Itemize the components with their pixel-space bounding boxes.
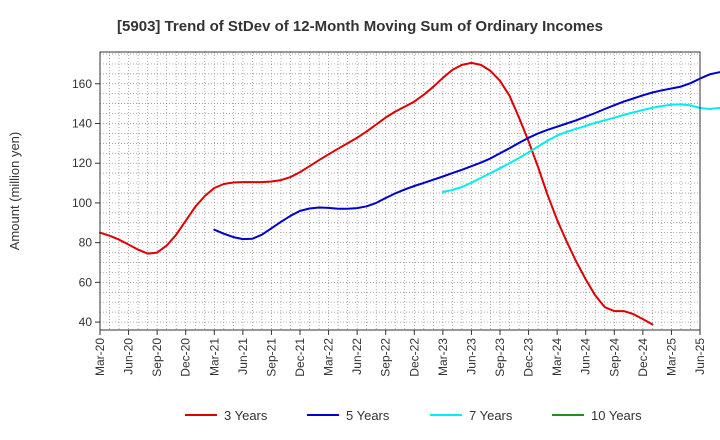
x-tick-label: Mar-21: [207, 338, 221, 376]
y-tick-label: 40: [79, 315, 93, 329]
plot-frame: [99, 51, 701, 331]
series-lines: [99, 61, 720, 326]
x-tick-label: Sep-23: [493, 338, 507, 377]
grid-lines: [99, 52, 701, 330]
legend-label-7-years: 7 Years: [469, 408, 513, 423]
y-axis-label: Amount (million yen): [7, 132, 22, 251]
x-tick-label: Dec-21: [293, 338, 307, 377]
x-tick-label: Mar-23: [436, 338, 450, 376]
x-tick-label: Mar-20: [93, 338, 107, 376]
legend-label-10-years: 10 Years: [591, 408, 642, 423]
x-tick-label: Mar-22: [322, 338, 336, 376]
legend-label-5-years: 5 Years: [346, 408, 390, 423]
x-tick-label: Mar-24: [550, 338, 564, 376]
x-tick-label: Jun-22: [350, 338, 364, 375]
legend: 3 Years 5 Years 7 Years 10 Years: [185, 408, 642, 423]
x-tick-label: Jun-23: [464, 338, 478, 375]
x-tick-label: Jun-21: [236, 338, 250, 375]
x-tick-label: Dec-20: [179, 338, 193, 377]
y-tick-label: 60: [79, 275, 93, 289]
x-tick-label: Sep-24: [607, 338, 621, 377]
series-line-7-years: [441, 103, 720, 193]
x-tick-labels: Mar-20 Jun-20 Sep-20 Dec-20 Mar-21 Jun-21 Sep-…: [93, 330, 707, 377]
x-tick-label: Jun-20: [122, 338, 136, 375]
y-tick-label: 140: [72, 116, 92, 130]
y-tick-label: 100: [72, 196, 92, 210]
x-tick-label: Jun-24: [579, 338, 593, 375]
y-tick-label: 120: [72, 156, 92, 170]
x-tick-label: Sep-21: [264, 338, 278, 377]
x-tick-label: Dec-24: [636, 338, 650, 377]
series-line-5-years: [213, 71, 720, 241]
y-tick-labels: 40 60 80 100 120 140 160: [72, 77, 100, 329]
x-tick-label: Dec-22: [407, 338, 421, 377]
x-tick-label: Jun-25: [693, 338, 707, 375]
legend-label-3-years: 3 Years: [224, 408, 268, 423]
x-tick-label: Mar-25: [664, 338, 678, 376]
chart-title: [5903] Trend of StDev of 12-Month Moving…: [117, 18, 603, 35]
series-line-3-years: [99, 61, 654, 326]
y-tick-label: 160: [72, 77, 92, 91]
y-tick-label: 80: [79, 236, 93, 250]
x-tick-label: Sep-22: [379, 338, 393, 377]
x-tick-label: Dec-23: [522, 338, 536, 377]
x-tick-label: Sep-20: [150, 338, 164, 377]
